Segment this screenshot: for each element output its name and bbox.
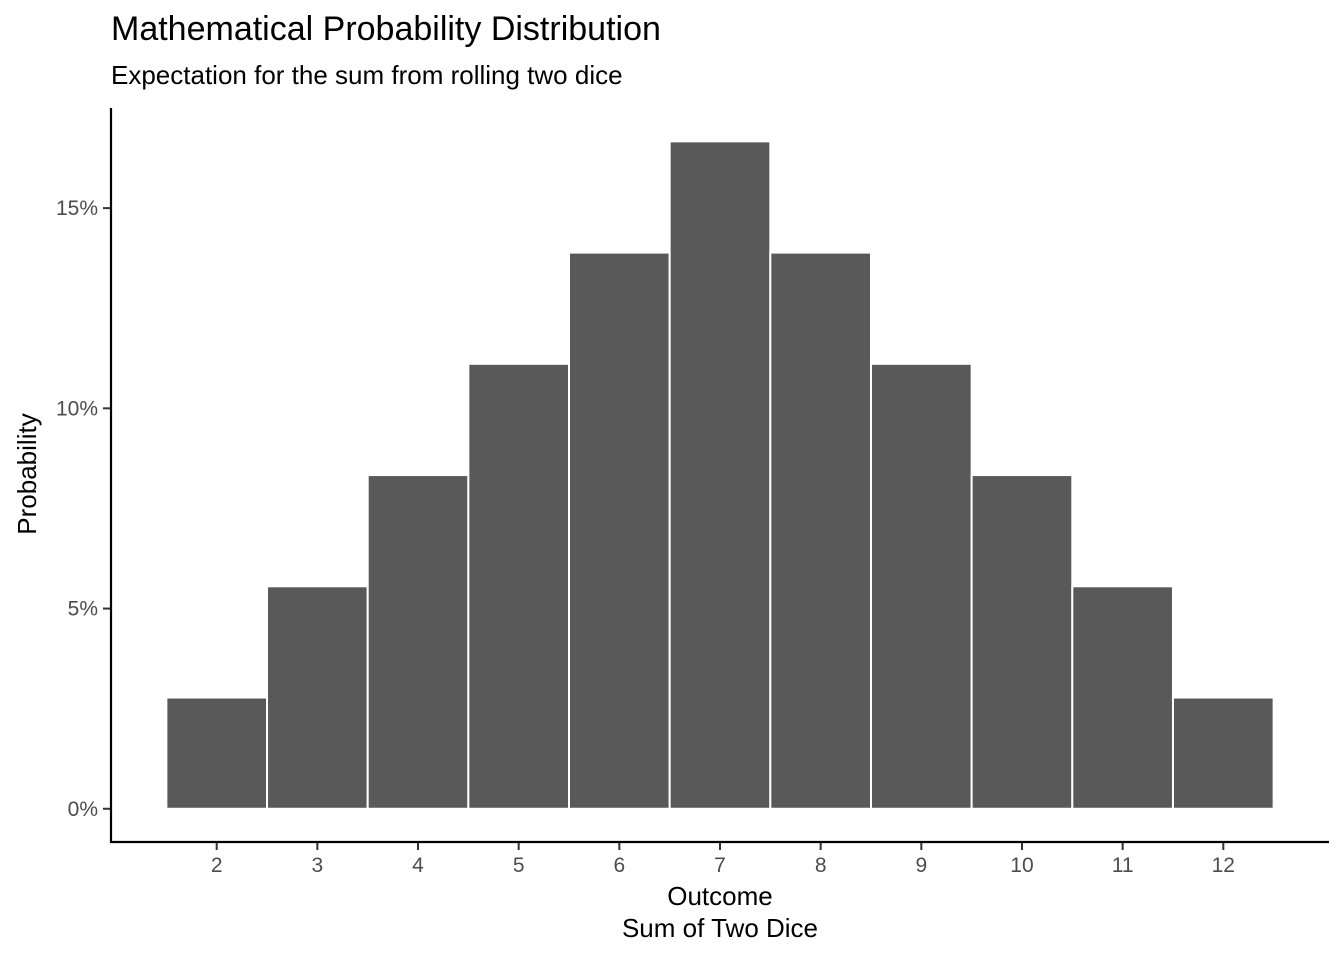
x-tick-label: 11 (1112, 854, 1134, 877)
x-axis-title-line-1: Outcome (667, 881, 773, 911)
bar-6 (568, 251, 671, 810)
y-tick-label: 10% (56, 397, 98, 420)
bar-series (165, 140, 1275, 810)
x-axis-ticks: 2 3 4 5 6 7 8 9 10 11 12 (211, 842, 1235, 877)
x-tick-label: 4 (412, 854, 424, 877)
x-tick-label: 8 (815, 854, 827, 877)
y-axis-title: Probability (12, 413, 42, 534)
bar-10 (970, 474, 1074, 810)
x-tick-label: 7 (714, 854, 726, 877)
x-tick-label: 5 (513, 854, 525, 877)
x-axis-title-line-2: Sum of Two Dice (622, 913, 818, 943)
x-tick-label: 3 (312, 854, 324, 877)
y-axis-ticks: 0% 5% 10% 15% (56, 197, 111, 821)
x-tick-label: 10 (1010, 854, 1033, 877)
chart-title: Mathematical Probability Distribution (111, 10, 661, 48)
chart-subtitle: Expectation for the sum from rolling two… (111, 60, 623, 90)
bar-7 (668, 140, 772, 810)
x-tick-label: 6 (613, 854, 625, 877)
bar-5 (467, 362, 571, 810)
y-tick-label: 15% (56, 197, 98, 220)
bar-3 (266, 585, 369, 810)
bar-2 (165, 696, 269, 810)
x-tick-label: 12 (1212, 854, 1235, 877)
bar-8 (769, 251, 872, 810)
bar-9 (869, 362, 973, 810)
bar-11 (1071, 585, 1174, 810)
x-tick-label: 2 (211, 854, 223, 877)
x-tick-label: 9 (915, 854, 927, 877)
y-tick-label: 0% (68, 798, 98, 821)
bar-4 (366, 474, 470, 810)
bar-12 (1171, 696, 1275, 810)
y-tick-label: 5% (68, 598, 98, 621)
